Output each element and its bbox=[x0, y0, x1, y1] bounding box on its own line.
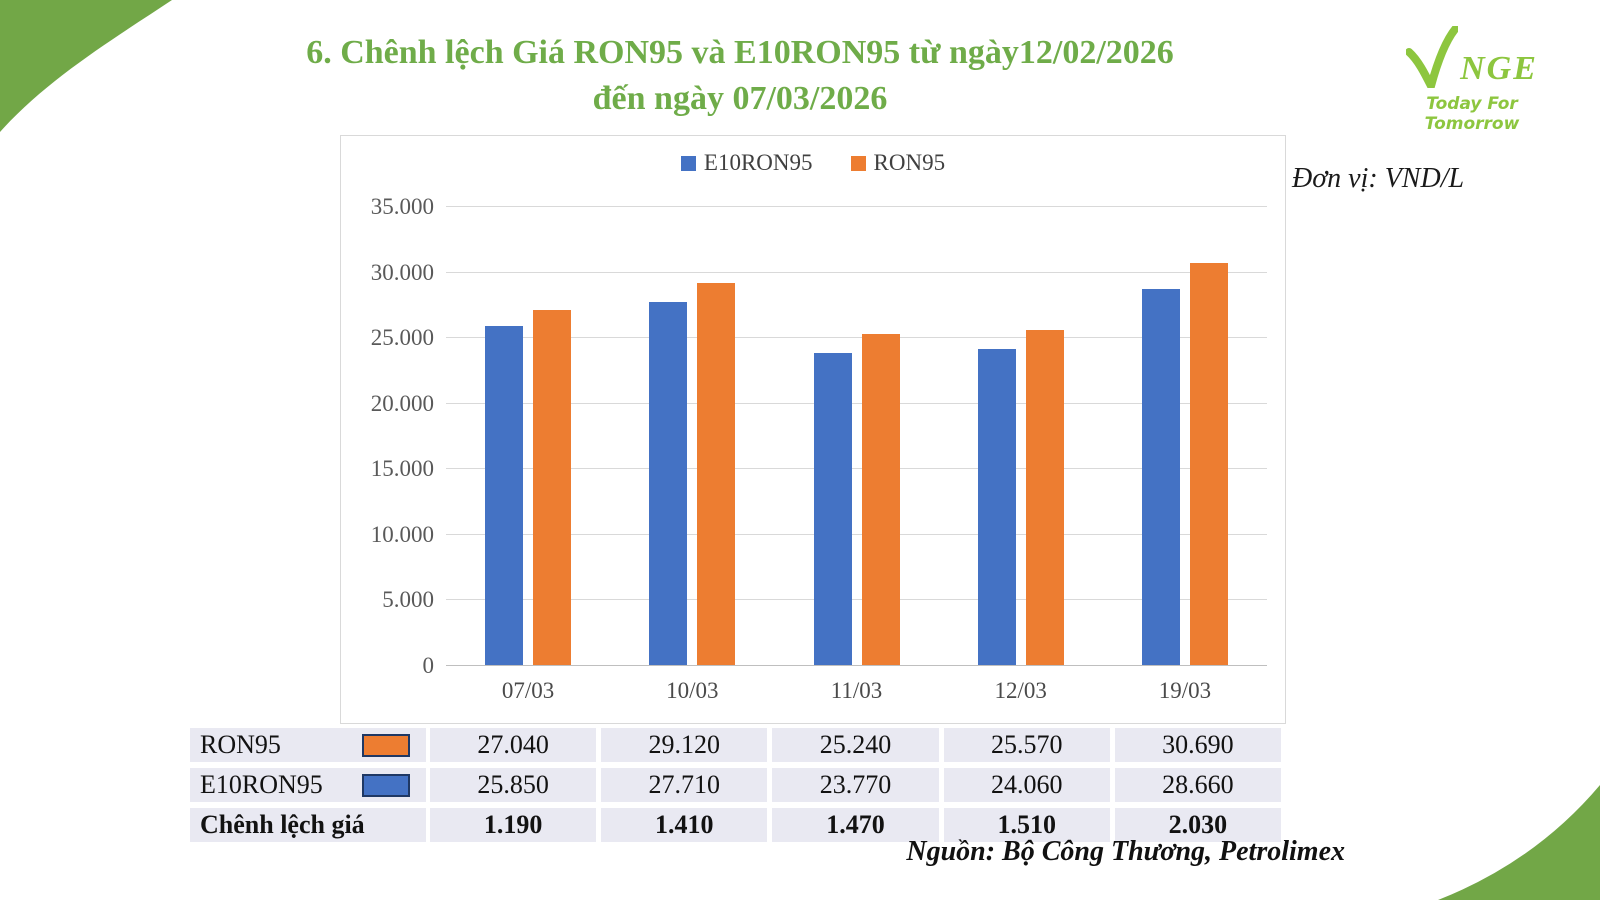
bar-chart: E10RON95 RON95 0 5.000 10.000 15.000 20.000 25… bbox=[340, 135, 1286, 724]
y-axis-tick-5.000: 5.000 bbox=[382, 587, 434, 613]
bar-e10ron95-12/03 bbox=[977, 349, 1016, 665]
legend-label-e10ron95: E10RON95 bbox=[703, 150, 813, 175]
bar-ron95-11/03 bbox=[861, 334, 900, 665]
page-title-line2: đến ngày 07/03/2026 bbox=[592, 79, 888, 117]
bar-e10ron95-19/03 bbox=[1141, 289, 1180, 665]
data-table: RON95 27.040 29.120 25.240 25.570 30.690 E10RO… bbox=[190, 728, 1286, 842]
gridline-15.000 bbox=[446, 468, 1267, 470]
y-axis-tick-35.000: 35.000 bbox=[370, 194, 434, 219]
x-axis-label-12/03: 12/03 bbox=[994, 678, 1047, 703]
gridline-35.000 bbox=[446, 206, 1267, 207]
y-axis-tick-30.000: 30.000 bbox=[370, 259, 434, 285]
y-axis-tick-0: 0 bbox=[422, 653, 435, 678]
bar-e10ron95-10/03 bbox=[649, 302, 688, 665]
gridline-5.000 bbox=[446, 599, 1267, 601]
bar-e10ron95-11/03 bbox=[813, 353, 852, 665]
chart-legend: E10RON95 RON95 bbox=[341, 150, 1285, 176]
vnge-logo: NGE Today For Tomorrow bbox=[1382, 26, 1562, 134]
bar-ron95-10/03 bbox=[697, 283, 736, 665]
table-row-label-3: Chênh lệch giá bbox=[190, 808, 426, 842]
table-row-label-text: E10RON95 bbox=[200, 770, 323, 799]
table-row-label-text: Chênh lệch giá bbox=[200, 810, 365, 839]
table-cell-r3-c1: 1.190 bbox=[430, 808, 597, 842]
table-cell-r2-c5: 28.660 bbox=[1114, 768, 1281, 802]
bar-e10ron95-07/03 bbox=[485, 326, 524, 665]
table-cell-r3-c3: 1.470 bbox=[772, 808, 939, 842]
x-axis-line bbox=[446, 665, 1267, 666]
table-cell-r2-c1: 25.850 bbox=[430, 768, 597, 802]
table-cell-r2-c3: 23.770 bbox=[772, 768, 939, 802]
corner-swoosh-bottom-right bbox=[1438, 785, 1600, 900]
table-cell-r2-c2: 27.710 bbox=[601, 768, 768, 802]
table-cell-r2-c4: 24.060 bbox=[943, 768, 1110, 802]
y-axis-tick-20.000: 20.000 bbox=[370, 390, 434, 416]
legend-marker-ron95 bbox=[850, 155, 866, 171]
vnge-logo-tagline: Today For Tomorrow bbox=[1424, 94, 1520, 134]
gridline-30.000 bbox=[446, 271, 1267, 273]
page-title: 6. Chênh lệch Giá RON95 và E10RON95 từ n… bbox=[180, 30, 1300, 122]
x-axis-label-11/03: 11/03 bbox=[830, 678, 883, 703]
y-axis-tick-15.000: 15.000 bbox=[370, 456, 434, 482]
e10ron95-color-swatch bbox=[362, 773, 410, 797]
legend-item-e10ron95: E10RON95 bbox=[680, 150, 813, 176]
table-cell-r1-c3: 25.240 bbox=[772, 728, 939, 762]
legend-item-ron95: RON95 bbox=[850, 150, 946, 176]
x-axis-label-10/03: 10/03 bbox=[666, 678, 719, 703]
bar-ron95-07/03 bbox=[533, 310, 572, 665]
page-title-line1: 6. Chênh lệch Giá RON95 và E10RON95 từ n… bbox=[306, 34, 1174, 71]
source-note: Nguồn: Bộ Công Thương, Petrolimex bbox=[906, 836, 1345, 867]
table-cell-r3-c5: 2.030 bbox=[1114, 808, 1281, 842]
gridline-20.000 bbox=[446, 402, 1267, 404]
vnge-logo-wordmark: NGE bbox=[1382, 26, 1562, 88]
vnge-check-icon bbox=[1406, 26, 1459, 88]
gridline-10.000 bbox=[446, 533, 1267, 535]
corner-swoosh-top-left bbox=[0, 0, 172, 132]
table-row-label-1: RON95 bbox=[190, 728, 426, 762]
table-cell-r1-c2: 29.120 bbox=[601, 728, 768, 762]
vnge-logo-text: NGE bbox=[1460, 50, 1538, 87]
table-cell-r3-c2: 1.410 bbox=[601, 808, 768, 842]
x-axis-label-19/03: 19/03 bbox=[1158, 678, 1212, 703]
table-cell-r1-c5: 30.690 bbox=[1114, 728, 1281, 762]
table-row-label-text: RON95 bbox=[200, 730, 281, 759]
y-axis-tick-10.000: 10.000 bbox=[370, 521, 434, 547]
ron95-color-swatch bbox=[362, 733, 410, 757]
gridline-25.000 bbox=[446, 337, 1267, 339]
y-axis-tick-25.000: 25.000 bbox=[370, 325, 434, 351]
legend-marker-e10ron95 bbox=[680, 155, 696, 171]
table-cell-r1-c4: 25.570 bbox=[943, 728, 1110, 762]
unit-label: Đơn vị: VND/L bbox=[1292, 163, 1465, 194]
table-cell-r1-c1: 27.040 bbox=[430, 728, 597, 762]
table-cell-r3-c4: 1.510 bbox=[943, 808, 1110, 842]
legend-label-ron95: RON95 bbox=[873, 150, 946, 175]
x-axis-label-07/03: 07/03 bbox=[501, 678, 555, 703]
bar-ron95-12/03 bbox=[1025, 330, 1064, 665]
bar-ron95-19/03 bbox=[1189, 263, 1228, 665]
table-row-label-2: E10RON95 bbox=[190, 768, 426, 802]
